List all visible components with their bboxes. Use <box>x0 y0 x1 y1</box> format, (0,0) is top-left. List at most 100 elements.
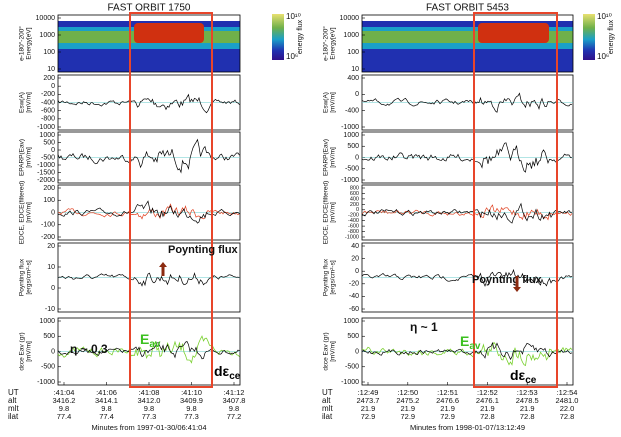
y-tick-label: -1000 <box>37 124 55 131</box>
footer-value: 2476.1 <box>476 396 499 405</box>
y-tick-label: 100 <box>347 49 359 56</box>
y-tick-label: 500 <box>347 333 359 340</box>
panel-frame <box>57 14 241 73</box>
y-axis-label: EDCE, EDCE(filtered) <box>19 181 26 245</box>
colorbar-min: 10⁶ <box>286 52 298 61</box>
y-tick-label: -1000 <box>345 234 359 240</box>
row-label: mlt <box>8 404 19 413</box>
y-tick-label: -1000 <box>341 177 359 184</box>
footer-caption: Minutes from 1998-01-07/13:12:49 <box>410 423 525 432</box>
annotation-dece: dεce <box>214 363 241 382</box>
annotation-main: dε <box>510 367 526 383</box>
footer-value: :12:53 <box>517 388 538 397</box>
colorbar-min: 10⁶ <box>597 52 609 61</box>
trace <box>361 202 573 224</box>
footer-value: :41:04 <box>54 388 75 397</box>
annotation-poynting: Poynting flux <box>472 274 543 286</box>
spectrogram-peak <box>134 23 204 43</box>
y-tick-label: -40 <box>349 293 359 300</box>
footer-value: 3409.9 <box>180 396 203 405</box>
y-tick-label: 1000 <box>343 32 359 39</box>
footer-caption: Minutes from 1997-01-30/06:41:04 <box>91 423 206 432</box>
footer-value: 2478.5 <box>516 396 539 405</box>
y-axis-label: EDCE, EDCE(filtered) <box>323 181 330 245</box>
y-tick-label: 0 <box>355 268 359 275</box>
y-tick-label: -1000 <box>341 379 359 386</box>
row-label: mlt <box>322 404 333 413</box>
footer-value: 9.8 <box>59 404 69 413</box>
spectrogram-top <box>58 15 240 21</box>
y-axis-label: [mV/m] <box>26 147 33 168</box>
row-label: alt <box>8 396 17 405</box>
footer-value: :41:08 <box>139 388 160 397</box>
y-axis-label: [ergs/cm²-s] <box>26 260 33 295</box>
y-tick-label: 10 <box>47 66 55 73</box>
footer-value: :12:49 <box>358 388 379 397</box>
y-tick-label: 600 <box>350 191 359 197</box>
annotation-main: E <box>140 331 149 347</box>
footer-value: 21.9 <box>361 404 376 413</box>
highlight-box <box>473 12 558 388</box>
footer-value: 9.8 <box>229 404 239 413</box>
footer-value: 77.4 <box>99 412 114 421</box>
y-tick-label: -1000 <box>341 124 359 131</box>
y-axis-label: [ergs/cm²-s] <box>330 260 337 295</box>
y-axis-label: EPARP(Eav) <box>19 139 26 176</box>
colorbar-max: 10¹⁰ <box>286 12 301 21</box>
y-tick-label: -500 <box>345 364 359 371</box>
y-tick-label: -1000 <box>37 162 55 169</box>
y-tick-label: 1000 <box>39 318 55 325</box>
annotation-eta: η ~ 0.3 <box>70 342 108 356</box>
footer-value: :41:12 <box>224 388 245 397</box>
annotation-eav: Eav <box>140 331 161 350</box>
trace <box>57 200 240 224</box>
footer-value: 3414.1 <box>95 396 118 405</box>
row-label: alt <box>322 396 331 405</box>
annotation-sub: av <box>469 341 481 352</box>
colorbar <box>583 14 595 60</box>
y-tick-label: 800 <box>350 185 359 191</box>
arrow-head <box>513 287 521 292</box>
colorbar <box>272 14 284 60</box>
footer-value: 2475.2 <box>396 396 419 405</box>
trace <box>361 268 573 287</box>
y-axis-label: EPARP(Eav) <box>323 139 330 176</box>
trace <box>57 341 240 360</box>
footer-value: 72.9 <box>440 412 455 421</box>
trace <box>57 138 240 174</box>
y-tick-label: 0 <box>51 83 55 90</box>
y-axis-label: [mV/m] <box>26 202 33 223</box>
y-tick-label: -400 <box>345 108 359 115</box>
y-tick-label: 200 <box>43 75 55 82</box>
y-tick-label: 20 <box>47 243 55 250</box>
y-tick-label: 10000 <box>36 15 56 22</box>
y-tick-label: -400 <box>41 99 55 106</box>
trace <box>361 142 573 173</box>
y-tick-label: 0 <box>355 91 359 98</box>
annotation-eta: η ~ 1 <box>410 320 438 334</box>
trace <box>57 93 240 114</box>
footer-value: 9.8 <box>101 404 111 413</box>
y-tick-label: 0 <box>355 348 359 355</box>
footer-value: 77.2 <box>227 412 242 421</box>
annotation-main: E <box>460 333 469 349</box>
y-tick-label: 0 <box>51 209 55 216</box>
y-tick-label: -800 <box>41 116 55 123</box>
y-tick-label: 0 <box>355 154 359 161</box>
y-tick-label: 400 <box>350 196 359 202</box>
y-tick-label: 100 <box>43 197 55 204</box>
annotation-sub: ce <box>229 371 241 382</box>
y-tick-label: 40 <box>351 243 359 250</box>
row-label: ilat <box>8 412 19 421</box>
footer-value: :41:06 <box>96 388 117 397</box>
y-tick-label: 500 <box>43 333 55 340</box>
annotation-eav: Eav <box>460 333 481 352</box>
trace <box>361 92 573 113</box>
footer-value: 3407.8 <box>223 396 246 405</box>
annotation-sub: ce <box>525 375 537 386</box>
y-tick-label: -10 <box>45 306 55 313</box>
footer-value: 77.4 <box>57 412 72 421</box>
y-axis-label: Poynting flux <box>323 258 330 296</box>
annotation-poynting: Poynting flux <box>168 244 239 256</box>
